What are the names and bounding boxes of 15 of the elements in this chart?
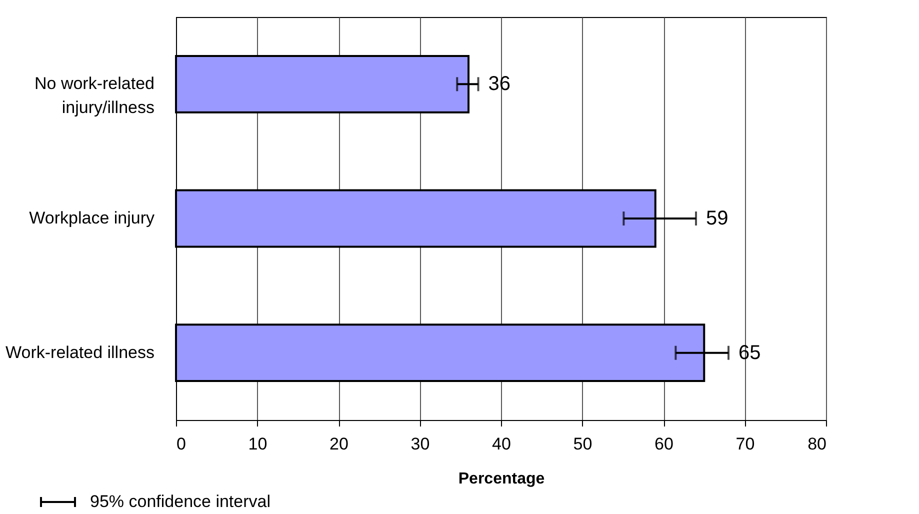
x-axis-title: Percentage (458, 470, 545, 488)
x-tick-label: 20 (330, 434, 348, 454)
y-tick-label: Work-related illness (6, 342, 154, 362)
x-tick-label: 80 (808, 434, 826, 454)
text: 95% confidence interval (90, 492, 271, 512)
data-label: 59 (706, 208, 728, 230)
x-tick-label: 30 (410, 434, 430, 454)
x-tick-label: 0 (176, 434, 186, 454)
x-tick-label: 60 (654, 434, 674, 454)
x-tick-label: 10 (248, 434, 268, 454)
x-tick-label: 40 (492, 434, 511, 454)
y-tick-label: Workplace injury (29, 208, 155, 228)
x-tick-label: 70 (736, 434, 755, 454)
y-tick-label: No work-related injury/illness (34, 74, 154, 118)
x-tick-label: 50 (573, 434, 592, 454)
